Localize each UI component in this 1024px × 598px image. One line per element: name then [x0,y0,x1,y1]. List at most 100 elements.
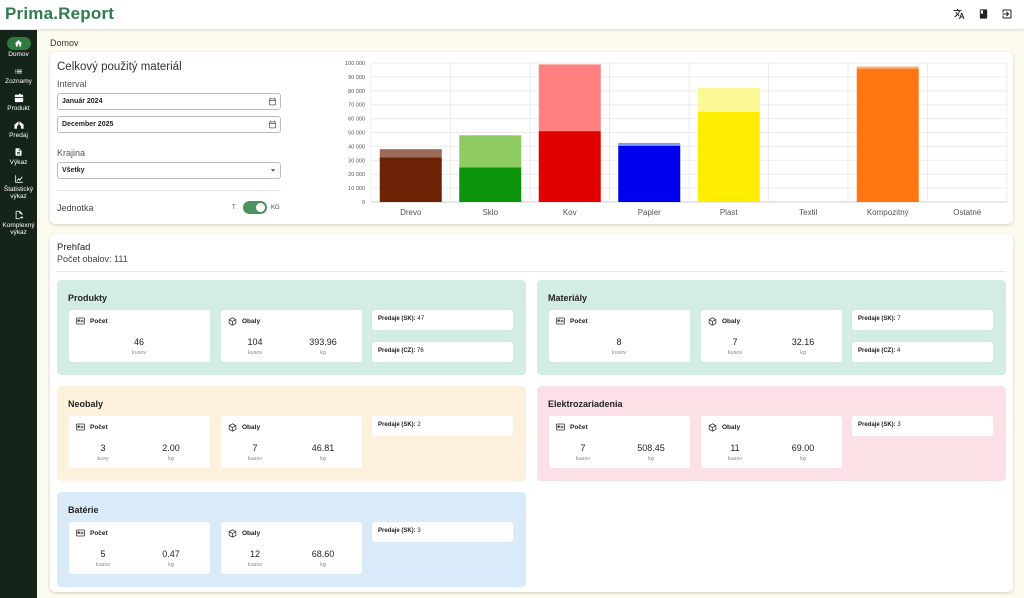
date-from-field[interactable]: Január 2024 [57,93,281,110]
sidebar-item-label: Výkaz [9,159,28,166]
country-label: Krajina [57,148,86,158]
sidebar-item-label: Komplexný výkaz [2,222,35,236]
package-count: Počet obalov: 111 [57,254,128,264]
list-icon [11,65,27,77]
sidebar-item-label: Domov [8,51,29,58]
bar-drevo-bottom [379,157,442,202]
packs-unit: kusov [727,456,743,462]
sales-label: Predaje (SK): [858,422,896,428]
sales-value: 2 [417,422,421,428]
count-box: Počet 8 kusov [549,310,690,362]
section-batteries: Batérie Počet 5 kusov 0.47 kg Obaly 12 k… [57,492,526,587]
interval-label: Interval [57,79,87,89]
sidebar-item-label: Štatistický výkaz [3,186,34,200]
sales-label: Predaje (SK): [378,422,416,428]
sales-value: 4 [897,348,901,354]
sidebar-item-complex-report[interactable]: Komplexný výkaz [0,209,37,236]
count-box: Počet 3 kusy 2.00 kg [69,416,210,468]
bar-sklo-top [459,135,522,168]
breadcrumb[interactable]: Domov [50,38,79,48]
packs-box: Obaly 104 kusov 393.96 kg [221,310,362,362]
book-icon[interactable] [976,7,990,21]
sales-value: 7 [897,316,901,322]
sidebar-item-sale[interactable]: Predaj [0,119,37,139]
count-box: Počet 46 kusov [69,310,210,362]
sidebar-item-lists[interactable]: Zoznamy [0,65,37,85]
packs-value: 104 [247,337,263,347]
y-tick-label: 20 000 [348,172,365,178]
app-logo[interactable]: Prima.Report [5,4,115,23]
packs-box: Obaly 12 kusov 68.60 kg [221,522,362,574]
top-bar: Prima.Report [0,0,1024,30]
bar-papier-bottom [618,145,681,202]
badge-icon [76,423,85,431]
count-label: Počet [570,317,588,325]
kg-unit: kg [168,456,174,462]
count-value: 7 [580,443,586,453]
date-from-value: Január 2024 [62,98,103,105]
cube-icon [228,529,237,538]
sales-cz-box: Predaje (CZ): 4 [852,342,993,362]
date-to-field[interactable]: December 2025 [57,116,281,133]
section-products: Produkty Počet 46 kusov Obaly 104 kusov … [57,280,526,375]
calendar-icon[interactable] [268,120,277,131]
sales-sk-box: Predaje (SK): 3 [372,522,513,542]
kg-unit: kg [800,456,806,462]
bar-plast-bottom [697,111,760,202]
translate-icon[interactable] [952,7,966,21]
divider [57,271,1006,272]
packs-value: 12 [249,549,260,559]
kg-unit: kg [320,562,326,568]
kg-unit: kg [320,350,326,356]
logout-icon[interactable] [1000,7,1014,21]
packs-unit: kusov [247,350,263,356]
packs-label: Obaly [722,424,741,431]
date-to-value: December 2025 [62,121,114,128]
x-tick-label: Textil [799,208,817,217]
packs-label: Obaly [242,318,261,325]
sales-sk-box: Predaje (SK): 7 [852,310,993,330]
section-title: Materiály [548,293,588,303]
y-tick-label: 100 000 [345,61,365,67]
cube-icon [228,317,237,326]
sidebar-item-statistical-report[interactable]: Štatistický výkaz [0,173,37,200]
country-select[interactable]: Všetky [57,162,281,179]
material-bar-chart: 0 10 000 20 000 30 000 40 000 50 000 60 000 70 … [345,61,1008,217]
bar-kov-top [538,64,601,132]
count-kg-value: 508.45 [637,443,665,453]
count-label: Počet [90,423,108,431]
badge-icon [556,423,565,431]
sidebar-item-product[interactable]: Produkt [0,92,37,112]
unit-toggle[interactable] [243,201,267,214]
packs-kg-value: 32.16 [791,337,815,347]
badge-icon [76,529,85,537]
home-icon [6,37,31,50]
sales-value: 47 [417,316,425,322]
section-title: Elektrozariadenia [548,399,623,409]
section-non-packaging: Neobaly Počet 3 kusy 2.00 kg Obaly 7 kus… [57,386,526,481]
packs-kg-value: 393.96 [309,337,337,347]
export-icon [11,209,27,221]
kg-unit: kg [168,562,174,568]
overview-card: Prehľad Počet obalov: 111 Produkty Počet… [50,234,1013,592]
count-unit: kusov [131,350,147,356]
packs-value: 7 [732,337,738,347]
sidebar: Domov Zoznamy Produkt Predaj Výkaz Štati… [0,30,37,598]
x-tick-label: Kov [563,208,577,217]
bar-sklo-bottom [459,167,522,202]
country-value: Všetky [62,167,85,174]
cube-icon [228,423,237,432]
calendar-icon[interactable] [268,97,277,108]
bar-kompozitný-top [856,66,919,69]
sidebar-item-home[interactable]: Domov [0,37,37,58]
sales-sk-box: Predaje (SK): 47 [372,310,513,330]
y-tick-label: 0 [362,200,365,206]
bar-kov-bottom [538,131,601,202]
bar-drevo-top [379,149,442,158]
x-tick-label: Drevo [400,208,422,217]
sidebar-item-report[interactable]: Výkaz [0,146,37,166]
count-unit: kusov [611,350,627,356]
count-value: 8 [616,337,622,347]
chart-line-icon [11,173,27,185]
sales-sk-box: Predaje (SK): 2 [372,416,513,436]
